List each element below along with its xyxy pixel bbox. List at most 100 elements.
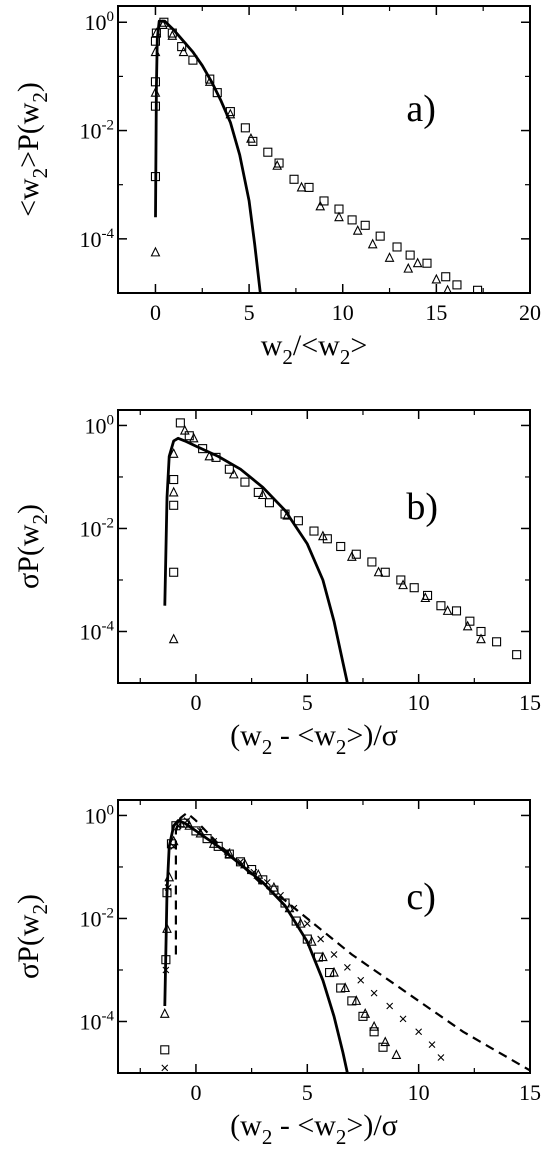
triangle-point xyxy=(442,605,453,615)
triangle-point xyxy=(384,252,395,262)
y-tick-label: 10-2 xyxy=(80,118,115,144)
triangle-point xyxy=(351,995,362,1005)
triangle-point xyxy=(159,1008,170,1018)
triangle-point xyxy=(168,633,179,644)
plot-frame-a xyxy=(117,5,531,294)
x-axis-label: w2/<w2> xyxy=(261,329,368,369)
triangle-point xyxy=(334,211,344,222)
square-point xyxy=(441,272,451,282)
panel-b: 0 5 10 15 100 10-2 10-4 b) (w2 - <w2>)/σ σP(w2) xyxy=(12,409,541,759)
triangle-point xyxy=(412,257,423,268)
x-tick-label: 10 xyxy=(408,690,430,715)
x-tick-label: 5 xyxy=(302,690,313,715)
x-tick-label: 5 xyxy=(302,1080,313,1105)
square-point xyxy=(492,637,502,647)
y-axis-label: <w2>P(w2) xyxy=(12,82,52,217)
triangle-point xyxy=(373,566,384,577)
triangle-point xyxy=(204,450,215,461)
x-axis-label: (w2 - <w2>)/σ xyxy=(230,1109,398,1149)
square-point xyxy=(309,526,319,536)
cross-point xyxy=(303,920,311,928)
panel-label: a) xyxy=(406,88,436,130)
triangle-point xyxy=(352,224,363,235)
square-point xyxy=(169,474,179,485)
x-tick-label: 20 xyxy=(519,300,541,325)
cross-point xyxy=(330,951,338,958)
square-point xyxy=(423,590,433,600)
x-tick-label: 10 xyxy=(408,1080,430,1105)
triangle-point xyxy=(168,486,179,497)
y-tick-label: 10-4 xyxy=(80,618,115,644)
y-tick-label: 10-2 xyxy=(80,515,115,541)
plot-frame-b xyxy=(117,409,531,684)
square-point xyxy=(405,250,415,260)
square-point xyxy=(375,231,385,241)
square-point xyxy=(422,258,432,268)
square-point xyxy=(336,541,346,552)
square-point xyxy=(436,601,446,611)
triangle-point xyxy=(295,917,306,928)
square-point xyxy=(264,498,274,508)
square-point xyxy=(293,516,303,526)
square-point xyxy=(160,1045,170,1055)
triangle-point xyxy=(380,1036,391,1047)
triangle-point xyxy=(225,108,236,119)
plot-area-c xyxy=(159,811,530,1073)
square-point xyxy=(360,220,370,230)
y-axis-label: σP(w2) xyxy=(12,894,52,979)
triangle-point xyxy=(317,951,328,962)
square-point xyxy=(175,418,185,428)
square-point xyxy=(378,1042,388,1052)
square-point xyxy=(512,650,522,660)
x-tick-label: 10 xyxy=(332,300,354,325)
plot-frame-c xyxy=(117,799,531,1074)
cross-point xyxy=(437,1054,445,1061)
x-tick-label: 15 xyxy=(519,1080,541,1105)
triangle-point xyxy=(369,1020,379,1031)
triangle-point xyxy=(420,592,431,603)
square-point xyxy=(369,1027,379,1037)
triangle-point xyxy=(403,262,414,273)
square-point xyxy=(473,285,483,293)
square-point xyxy=(392,242,402,252)
triangle-point xyxy=(306,935,317,946)
triangle-point xyxy=(391,1049,402,1060)
triangle-point xyxy=(272,160,283,170)
square-point xyxy=(205,74,215,84)
cross-point xyxy=(415,1028,423,1036)
triangle-point xyxy=(346,551,357,561)
x-axis-label: (w2 - <w2>)/σ xyxy=(230,719,398,759)
cross-point xyxy=(399,1015,407,1023)
triangle-point xyxy=(443,284,452,293)
triangle-point xyxy=(257,489,268,500)
square-point xyxy=(169,500,179,510)
cross-point xyxy=(161,1064,169,1072)
square-point xyxy=(452,280,462,290)
y-tick-label: 10-4 xyxy=(80,1008,115,1034)
x-tick-label: 15 xyxy=(519,690,541,715)
panel-c: 0 5 10 15 100 10-2 10-4 c) (w2 - <w2>)/σ σP(w2) xyxy=(12,799,541,1149)
square-point xyxy=(351,549,361,559)
y-tick-label: 100 xyxy=(85,412,115,438)
x-tick-label: 5 xyxy=(244,300,255,325)
triangle-point xyxy=(431,273,442,284)
triangle-point xyxy=(329,966,339,977)
plot-area-b xyxy=(163,418,522,683)
square-point xyxy=(240,477,250,487)
solid-curve-b xyxy=(163,436,349,683)
panel-label: c) xyxy=(406,876,436,918)
square-point xyxy=(169,567,179,577)
cross-point xyxy=(317,935,325,943)
triangle-point xyxy=(228,468,239,479)
square-point xyxy=(240,123,250,133)
solid-curve-c xyxy=(163,819,349,1073)
x-tick-label: 0 xyxy=(190,690,201,715)
triangle-point xyxy=(179,424,190,435)
square-point xyxy=(184,431,194,441)
triangle-point xyxy=(367,238,378,249)
square-point xyxy=(274,158,284,168)
triangle-point xyxy=(188,432,199,443)
x-tick-label: 15 xyxy=(425,300,447,325)
cross-point xyxy=(370,989,378,997)
triangle-point xyxy=(178,46,189,57)
